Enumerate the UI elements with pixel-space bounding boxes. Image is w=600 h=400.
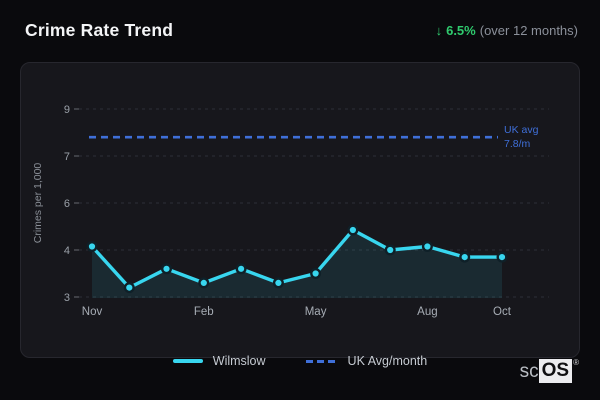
x-axis-tick-label: Nov bbox=[82, 306, 103, 318]
uk-avg-annotation-line1: UK avg bbox=[504, 124, 539, 136]
data-point-feb[interactable] bbox=[198, 277, 210, 289]
data-point-apr[interactable] bbox=[272, 277, 284, 289]
uk-avg-dashed-swatch bbox=[305, 359, 338, 363]
wilmslow-area-fill bbox=[92, 230, 502, 298]
crime-trend-chart: 3 4 6 7 9 Crimes per 1,000 UK avg 7.8/m Nov Feb Ma… bbox=[32, 104, 549, 318]
data-point-aug[interactable] bbox=[421, 240, 433, 252]
x-axis-tick-label: Feb bbox=[194, 306, 214, 318]
scos-logo: sc OS ® bbox=[520, 359, 579, 383]
data-point-nov[interactable] bbox=[86, 240, 98, 252]
legend-label-wilmslow: Wilmslow bbox=[212, 354, 266, 368]
legend-item-wilmslow[interactable]: Wilmslow bbox=[172, 354, 266, 368]
x-axis-tick-label: Aug bbox=[417, 306, 437, 318]
logo-prefix: sc bbox=[519, 361, 539, 382]
logo-suffix: OS bbox=[538, 359, 573, 383]
header: Crime Rate Trend ↓ 6.5% (over 12 months) bbox=[25, 20, 578, 41]
y-axis-tick-label: 3 bbox=[64, 292, 70, 304]
trend-value: 6.5% bbox=[446, 23, 476, 38]
wilmslow-line-swatch bbox=[172, 359, 203, 363]
legend-label-uk-avg: UK Avg/month bbox=[347, 354, 428, 368]
x-axis-tick-label: May bbox=[305, 306, 327, 318]
data-point-mar[interactable] bbox=[235, 263, 247, 275]
chart-legend: Wilmslow UK Avg/month bbox=[0, 354, 600, 368]
data-point-sep[interactable] bbox=[459, 251, 471, 263]
y-axis-tick-label: 9 bbox=[64, 104, 70, 116]
trend-down-arrow-icon: ↓ bbox=[435, 23, 443, 38]
y-axis-tick-label: 6 bbox=[64, 198, 70, 210]
data-point-oct[interactable] bbox=[496, 251, 508, 263]
data-point-jan[interactable] bbox=[160, 263, 172, 275]
x-axis-tick-label: Oct bbox=[493, 306, 512, 318]
page-title: Crime Rate Trend bbox=[25, 20, 174, 40]
wilmslow-line bbox=[90, 228, 504, 290]
y-axis-title: Crimes per 1,000 bbox=[32, 163, 44, 244]
legend-item-uk-avg[interactable]: UK Avg/month bbox=[305, 354, 428, 368]
registered-trademark-icon: ® bbox=[573, 358, 579, 367]
data-point-dec[interactable] bbox=[123, 282, 135, 294]
data-point-jun[interactable] bbox=[347, 224, 359, 236]
data-point-may[interactable] bbox=[310, 267, 322, 279]
data-point-jul[interactable] bbox=[384, 244, 396, 256]
trend-period-label: (over 12 months) bbox=[479, 23, 578, 38]
y-axis-tick-label: 7 bbox=[64, 151, 70, 163]
uk-avg-annotation-line2: 7.8/m bbox=[504, 138, 531, 150]
trend-indicator: ↓ 6.5% (over 12 months) bbox=[436, 23, 578, 38]
y-axis-tick-label: 4 bbox=[64, 245, 70, 257]
chart-card: 3 4 6 7 9 Crimes per 1,000 UK avg 7.8/m Nov Feb Ma… bbox=[20, 62, 580, 358]
